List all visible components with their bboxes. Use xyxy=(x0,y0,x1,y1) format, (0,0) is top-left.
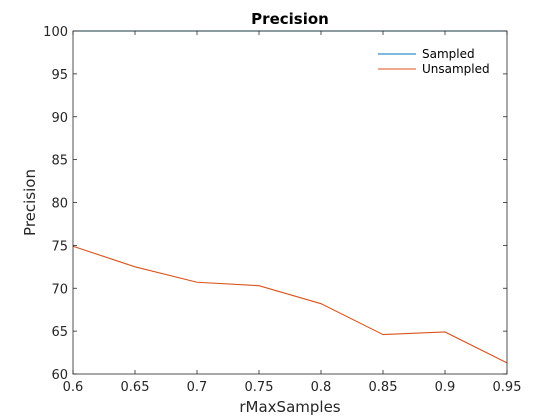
y-tick-label: 75 xyxy=(51,239,68,254)
y-tick-label: 80 xyxy=(51,197,68,212)
chart-title: Precision xyxy=(251,10,329,28)
y-tick-label: 70 xyxy=(51,282,68,297)
x-tick-label: 0.75 xyxy=(245,380,274,395)
y-tick-label: 100 xyxy=(43,25,68,40)
x-tick-label: 0.8 xyxy=(311,380,332,395)
ticks-layer: 0.6 0.65 0.7 0.75 0.8 0.85 0.9 0.95 60 65 70 75 80 85… xyxy=(43,25,521,395)
x-tick-label: 0.6 xyxy=(63,380,84,395)
y-axis-label: Precision xyxy=(21,169,39,236)
y-tick-label: 60 xyxy=(51,368,68,383)
plot-area xyxy=(73,31,507,374)
x-tick-label: 0.65 xyxy=(121,380,150,395)
x-tick-label: 0.7 xyxy=(187,380,208,395)
y-tick-label: 65 xyxy=(51,325,68,340)
legend-label-unsampled: Unsampled xyxy=(422,62,490,76)
series-line-unsampled xyxy=(72,245,508,364)
x-axis-label: rMaxSamples xyxy=(239,398,340,416)
x-tick-label: 0.95 xyxy=(493,380,522,395)
x-tick-label: 0.85 xyxy=(369,380,398,395)
y-tick-label: 95 xyxy=(51,68,68,83)
x-tick-label: 0.9 xyxy=(435,380,456,395)
y-tick-label: 85 xyxy=(51,154,68,169)
y-tick-label: 90 xyxy=(51,111,68,126)
legend-label-sampled: Sampled xyxy=(422,47,475,61)
